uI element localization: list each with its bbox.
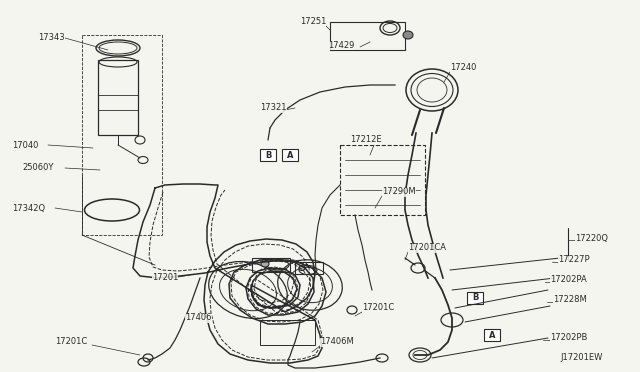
- Text: 17228M: 17228M: [553, 295, 587, 305]
- Text: B: B: [265, 151, 271, 160]
- Bar: [484, 329, 500, 341]
- Ellipse shape: [299, 266, 305, 270]
- Bar: [295, 262, 323, 274]
- Bar: [467, 292, 483, 304]
- Text: 17201: 17201: [152, 273, 179, 282]
- Text: 17220Q: 17220Q: [575, 234, 608, 243]
- Text: 17201CA: 17201CA: [408, 244, 446, 253]
- Bar: [98, 60, 138, 135]
- Bar: [260, 149, 276, 161]
- Text: 17201C: 17201C: [362, 304, 394, 312]
- Text: 17290M: 17290M: [382, 187, 415, 196]
- Text: J17201EW: J17201EW: [560, 353, 602, 362]
- Text: 17202PA: 17202PA: [550, 276, 587, 285]
- Text: 17406: 17406: [185, 314, 211, 323]
- Text: 17429: 17429: [328, 41, 355, 49]
- Text: 17343: 17343: [38, 33, 65, 42]
- Text: A: A: [287, 151, 293, 160]
- Text: A: A: [489, 330, 495, 340]
- Text: 17251: 17251: [300, 17, 326, 26]
- Text: 17227P: 17227P: [558, 256, 589, 264]
- Text: 17201C: 17201C: [55, 337, 87, 346]
- Ellipse shape: [261, 261, 269, 267]
- Text: 17212E: 17212E: [350, 135, 381, 144]
- Bar: [252, 258, 290, 272]
- Text: 17406M: 17406M: [320, 337, 354, 346]
- Bar: [282, 149, 298, 161]
- Text: 17040: 17040: [12, 141, 38, 150]
- Bar: [340, 145, 425, 215]
- Ellipse shape: [403, 31, 413, 39]
- Text: 17240: 17240: [450, 64, 476, 73]
- Text: 17321: 17321: [260, 103, 287, 112]
- Bar: [260, 320, 315, 345]
- Text: 25060Y: 25060Y: [22, 164, 53, 173]
- Text: B: B: [472, 294, 478, 302]
- Bar: [82, 35, 162, 235]
- Text: 17342Q: 17342Q: [12, 203, 45, 212]
- Bar: [330, 22, 405, 50]
- Text: 17202PB: 17202PB: [550, 334, 588, 343]
